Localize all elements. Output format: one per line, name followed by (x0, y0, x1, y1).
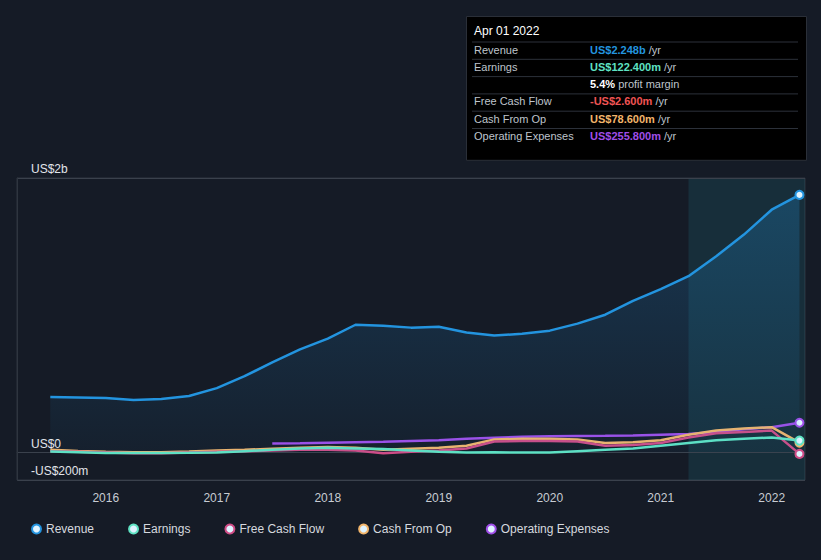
svg-text:Revenue: Revenue (46, 522, 94, 536)
svg-text:2019: 2019 (425, 491, 452, 505)
svg-text:Operating Expenses: Operating Expenses (474, 130, 574, 142)
svg-text:2020: 2020 (536, 491, 563, 505)
svg-text:2021: 2021 (647, 491, 674, 505)
svg-text:US$255.800m: US$255.800m (590, 130, 661, 142)
svg-text:Revenue: Revenue (474, 44, 518, 56)
svg-text:Earnings: Earnings (474, 61, 518, 73)
svg-text:Earnings: Earnings (143, 522, 190, 536)
svg-text:Free Cash Flow: Free Cash Flow (474, 95, 552, 107)
svg-text:US$2.248b: US$2.248b (590, 44, 646, 56)
svg-text:Operating Expenses: Operating Expenses (501, 522, 610, 536)
svg-text:/yr: /yr (655, 95, 668, 107)
svg-text:2017: 2017 (203, 491, 230, 505)
svg-text:Cash From Op: Cash From Op (474, 113, 546, 125)
svg-text:5.4%: 5.4% (590, 78, 615, 90)
svg-text:US$78.600m: US$78.600m (590, 113, 655, 125)
svg-text:2018: 2018 (314, 491, 341, 505)
svg-text:-US$2.600m: -US$2.600m (590, 95, 653, 107)
svg-text:Apr 01 2022: Apr 01 2022 (474, 24, 540, 38)
svg-text:US$0: US$0 (31, 437, 61, 451)
svg-text:Cash From Op: Cash From Op (373, 522, 452, 536)
svg-text:US$122.400m: US$122.400m (590, 61, 661, 73)
svg-text:/yr: /yr (664, 61, 677, 73)
svg-text:profit margin: profit margin (618, 78, 679, 90)
svg-text:/yr: /yr (658, 113, 671, 125)
svg-text:-US$200m: -US$200m (31, 464, 88, 478)
svg-text:/yr: /yr (664, 130, 677, 142)
svg-text:Free Cash Flow: Free Cash Flow (239, 522, 324, 536)
svg-text:/yr: /yr (649, 44, 662, 56)
svg-text:US$2b: US$2b (31, 162, 68, 176)
svg-text:2016: 2016 (92, 491, 119, 505)
svg-text:2022: 2022 (758, 491, 785, 505)
